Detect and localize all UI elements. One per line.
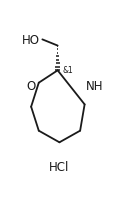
Text: &1: &1	[62, 66, 73, 75]
Text: O: O	[26, 80, 35, 93]
Text: HO: HO	[22, 34, 39, 47]
Text: NH: NH	[85, 80, 102, 93]
Text: HCl: HCl	[49, 160, 69, 173]
